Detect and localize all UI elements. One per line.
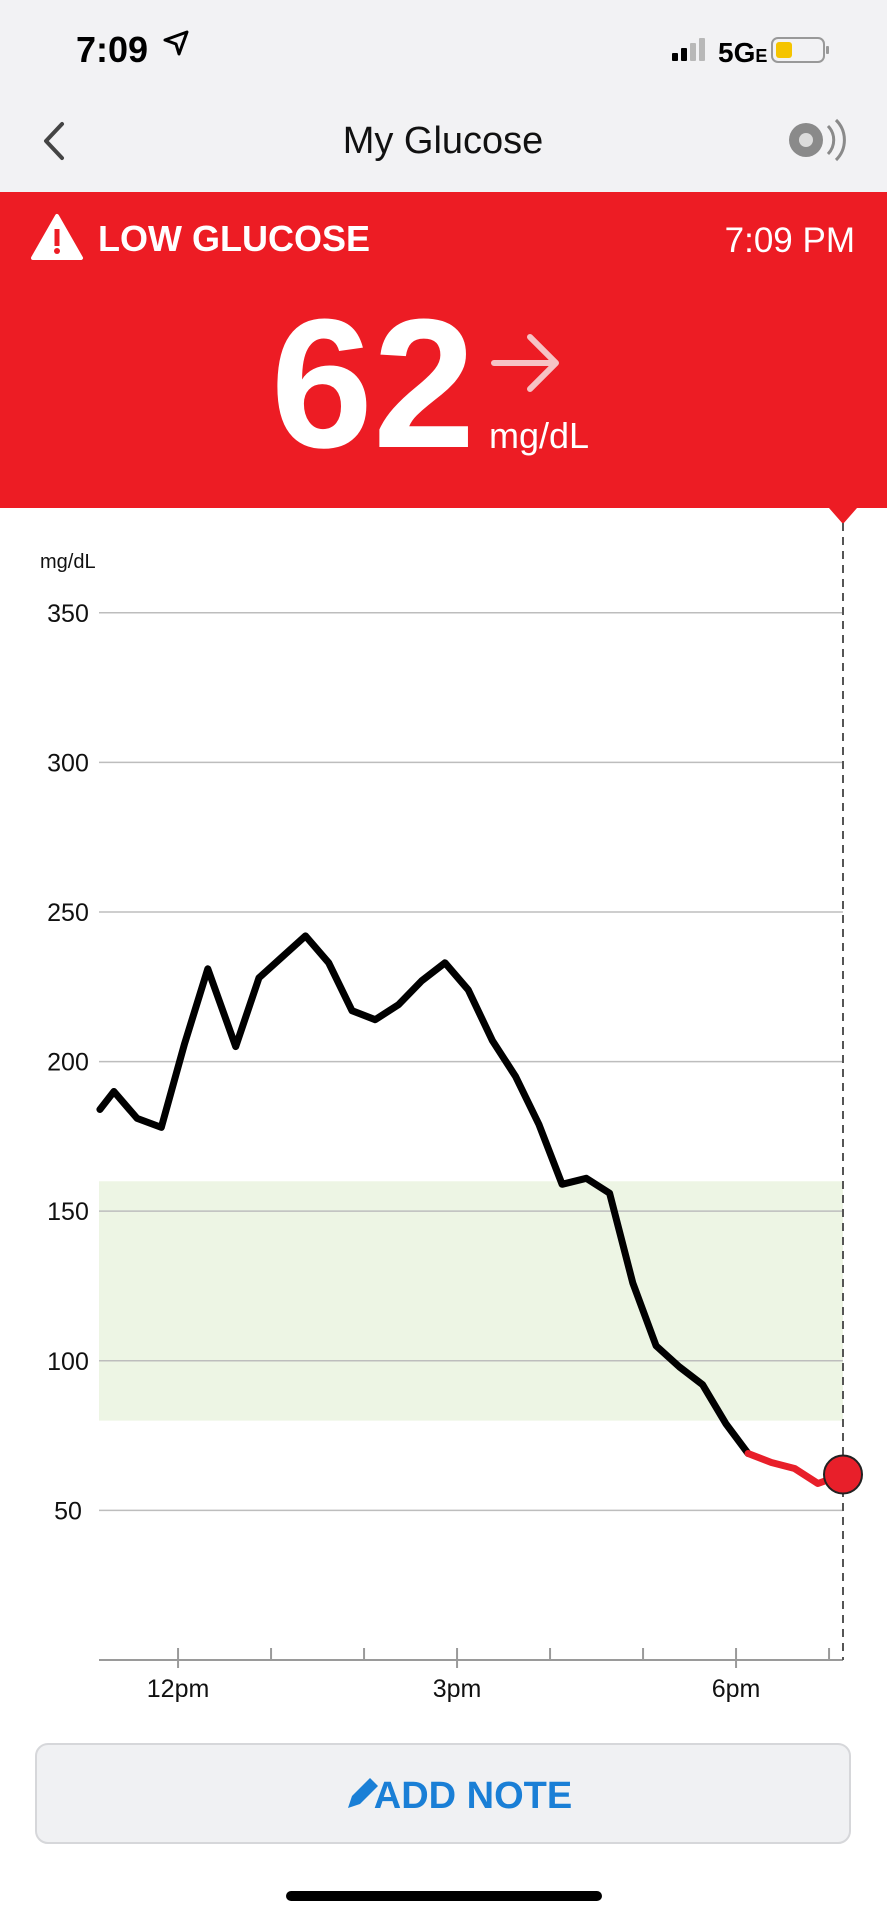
sensor-button[interactable]: [789, 118, 846, 162]
latest-reading: [823, 1454, 863, 1495]
glucose-chart: mg/dL 50 100 150 200 250 300 350 12pm 3pm 6pm: [40, 523, 863, 1703]
glucose-unit: mg/dL: [489, 415, 589, 456]
alert-title: LOW GLUCOSE: [98, 218, 370, 259]
x-tick-label: 12pm: [147, 1675, 210, 1703]
header-background: [0, 0, 887, 192]
signal-icon: [672, 38, 705, 61]
y-tick-label: 50: [54, 1497, 82, 1525]
battery-icon: [771, 37, 829, 63]
nav-title: My Glucose: [343, 120, 544, 162]
network: 5G: [718, 37, 755, 68]
glucose-value: 62: [271, 280, 476, 486]
y-tick-label: 150: [47, 1198, 89, 1226]
y-tick-label: 350: [47, 600, 89, 628]
warning-icon: [31, 214, 83, 260]
location-icon: [163, 30, 189, 56]
x-tick-label: 6pm: [712, 1675, 761, 1703]
network-suffix: E: [755, 46, 767, 66]
add-note-button[interactable]: ADD NOTE: [35, 1743, 851, 1844]
alert-time: 7:09 PM: [725, 221, 855, 260]
current-marker: [829, 508, 857, 524]
glucose-line: [96, 932, 752, 1457]
y-axis-label: mg/dL: [40, 551, 96, 573]
trend-arrow: [491, 334, 559, 392]
alert-banner: [0, 192, 887, 508]
y-tick-label: 300: [47, 749, 89, 777]
x-tick-label: 3pm: [433, 1675, 482, 1703]
network-label: 5GE: [718, 37, 767, 68]
home-indicator: [286, 1891, 602, 1901]
back-button[interactable]: [44, 122, 64, 160]
add-note-label: ADD NOTE: [374, 1775, 572, 1817]
y-tick-label: 200: [47, 1049, 89, 1077]
status-time: 7:09: [76, 29, 148, 70]
target-range: [99, 1181, 843, 1421]
y-tick-label: 100: [47, 1348, 89, 1376]
y-tick-label: 250: [47, 899, 89, 927]
